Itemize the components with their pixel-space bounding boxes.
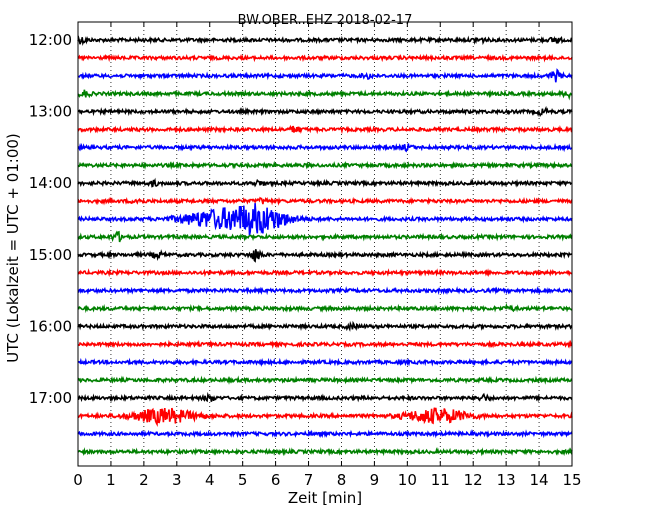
trace-1530	[77, 285, 573, 296]
y-tick-label: 14:00	[29, 174, 72, 192]
x-tick-label: 1	[106, 471, 116, 489]
x-tick-label: 9	[370, 471, 380, 489]
x-tick-label: 5	[238, 471, 248, 489]
trace-1200	[77, 35, 573, 46]
trace-1645	[77, 375, 573, 385]
x-axis-label: Zeit [min]	[288, 489, 362, 507]
x-tick-label: 12	[464, 471, 483, 489]
y-tick-label: 17:00	[29, 389, 72, 407]
trace-1700	[77, 391, 573, 403]
trace-1600	[77, 320, 573, 332]
trace-1500	[77, 249, 573, 263]
trace-1445	[77, 230, 573, 243]
x-tick-label: 2	[139, 471, 149, 489]
x-tick-label: 15	[562, 471, 581, 489]
x-tick-label: 13	[497, 471, 516, 489]
trace-1415	[77, 196, 573, 206]
y-tick-label: 12:00	[29, 31, 72, 49]
traces	[77, 35, 573, 457]
x-tick-label: 3	[172, 471, 182, 489]
trace-1730	[77, 429, 573, 439]
x-tick-label: 8	[337, 471, 347, 489]
x-tick-label: 10	[398, 471, 417, 489]
chart-title: BW.OBER..EHZ 2018-02-17	[238, 13, 413, 28]
plot-frame	[77, 21, 573, 467]
trace-1430	[77, 203, 573, 236]
trace-1745	[77, 447, 573, 457]
y-axis-ticks: 12:00 13:00 14:00 15:00 16:00 17:00	[29, 31, 83, 407]
trace-1330	[77, 142, 573, 153]
y-axis-label: UTC (Lokalzeit = UTC + 01:00)	[4, 133, 22, 363]
trace-1245	[77, 89, 573, 101]
x-tick-label: 6	[271, 471, 281, 489]
y-tick-label: 15:00	[29, 246, 72, 264]
x-tick-label: 11	[431, 471, 450, 489]
trace-1615	[77, 339, 573, 349]
trace-1715	[77, 407, 573, 427]
y-tick-label: 16:00	[29, 317, 72, 335]
y-tick-label: 13:00	[29, 103, 72, 121]
trace-1515	[77, 268, 573, 278]
trace-1630	[77, 357, 573, 367]
x-tick-label: 4	[205, 471, 215, 489]
x-axis-ticks: 0 1 2 3 4 5 6 7 8 9 10 11 12 13 14 15	[73, 22, 582, 489]
x-tick-label: 0	[73, 471, 83, 489]
trace-1345	[77, 160, 573, 170]
trace-1230	[77, 68, 573, 83]
x-tick-label: 7	[304, 471, 314, 489]
trace-1400	[77, 177, 573, 188]
x-tick-label: 14	[530, 471, 549, 489]
trace-1315	[77, 124, 573, 135]
trace-1215	[77, 53, 573, 63]
trace-1545	[77, 302, 573, 314]
trace-1300	[77, 105, 573, 118]
